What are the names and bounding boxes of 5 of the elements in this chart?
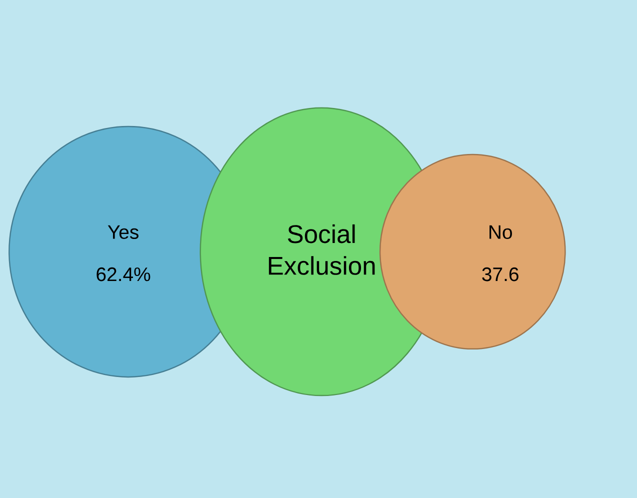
data-label: 62.4%	[96, 267, 150, 282]
category-label: No	[490, 225, 512, 239]
category-label: Yes	[108, 225, 138, 239]
data-label: 37.6	[482, 267, 518, 282]
category-label: Social Exclusion	[268, 224, 375, 275]
